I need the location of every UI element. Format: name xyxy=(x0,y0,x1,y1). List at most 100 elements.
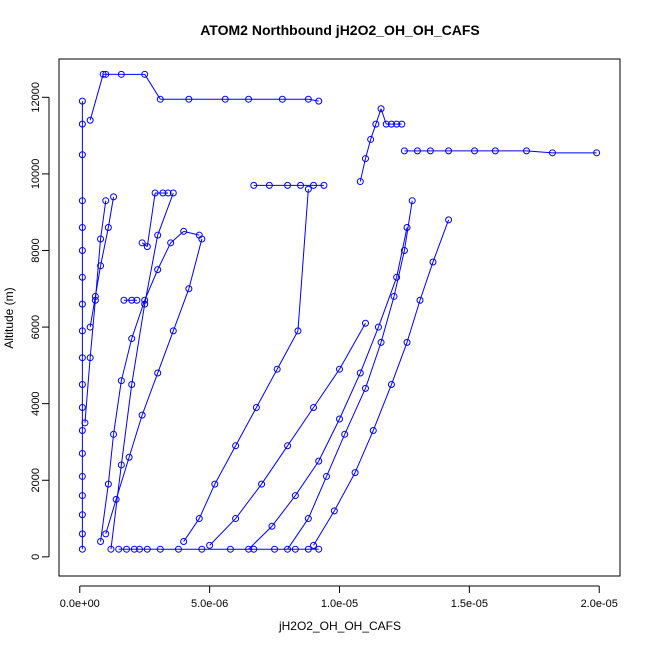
data-point xyxy=(393,273,401,281)
x-tick-label: 1.5e-05 xyxy=(451,598,488,610)
data-point xyxy=(156,95,164,103)
data-point xyxy=(78,246,86,254)
series-line-segment xyxy=(359,326,379,374)
data-point xyxy=(81,419,89,427)
series-group xyxy=(400,147,601,157)
data-point xyxy=(91,296,99,304)
data-point xyxy=(336,365,343,373)
data-point xyxy=(245,95,253,103)
data-point xyxy=(78,545,86,553)
data-point xyxy=(154,369,162,377)
data-point xyxy=(523,147,530,155)
data-point xyxy=(400,147,408,155)
data-point xyxy=(387,381,395,389)
data-point xyxy=(372,120,380,128)
series-group xyxy=(250,181,328,189)
series-line-segment xyxy=(89,296,96,328)
data-point xyxy=(198,545,206,553)
data-point xyxy=(198,235,206,243)
data-point xyxy=(310,403,318,411)
data-point xyxy=(297,181,305,189)
series-line-segment xyxy=(157,242,172,270)
data-point xyxy=(78,327,86,335)
data-point xyxy=(117,70,125,78)
series-line-segment xyxy=(403,200,413,251)
data-point xyxy=(445,147,453,155)
series-group xyxy=(86,193,118,331)
series-line-segment xyxy=(344,388,366,435)
data-point xyxy=(159,189,167,197)
series-group xyxy=(115,545,323,553)
data-point xyxy=(250,181,258,189)
data-point xyxy=(390,292,398,300)
data-point xyxy=(315,545,323,553)
series-line-segment xyxy=(183,518,200,542)
data-point xyxy=(356,178,364,186)
data-point xyxy=(164,189,172,197)
series-line-segment xyxy=(406,300,421,343)
data-point xyxy=(117,461,125,469)
y-axis-label: Altitude (m) xyxy=(2,287,16,348)
x-axis-label: jH2O2_OH_OH_CAFS xyxy=(278,619,401,633)
series-line-segment xyxy=(131,304,146,385)
x-tick-label: 5.0e-06 xyxy=(191,598,228,610)
data-point xyxy=(78,426,86,434)
data-point xyxy=(387,120,395,128)
series-line-segment xyxy=(110,464,122,550)
data-point xyxy=(120,296,128,304)
data-point xyxy=(128,381,136,389)
data-point xyxy=(382,120,390,128)
data-point xyxy=(115,545,123,553)
y-axis: 0 2000 4000 6000 8000 10000 12000 xyxy=(30,82,50,560)
data-point xyxy=(86,116,94,124)
series-line-segment xyxy=(339,372,361,420)
series-line-segment xyxy=(380,296,395,343)
data-point xyxy=(86,354,94,362)
series-line-segment xyxy=(198,483,216,519)
series-line-segment xyxy=(419,261,434,301)
data-point xyxy=(268,522,276,530)
series-group xyxy=(206,319,369,549)
series-line-segment xyxy=(144,74,161,100)
data-point xyxy=(291,545,299,553)
data-point xyxy=(174,545,182,553)
data-point xyxy=(117,377,125,385)
series-line-segment xyxy=(146,192,156,247)
x-tick-label: 0.0e+00 xyxy=(60,598,100,610)
data-point xyxy=(250,545,258,553)
data-point xyxy=(304,185,312,193)
data-point xyxy=(78,273,86,281)
data-point xyxy=(78,381,86,389)
data-point xyxy=(226,545,234,553)
series-line-segment xyxy=(271,495,296,527)
series-line-segment xyxy=(89,300,96,358)
data-point xyxy=(78,530,86,538)
data-point xyxy=(78,151,86,159)
data-point xyxy=(323,472,331,480)
data-point xyxy=(104,480,112,488)
data-point xyxy=(107,545,115,553)
data-point xyxy=(78,472,86,480)
data-point xyxy=(78,197,86,205)
data-point xyxy=(141,70,149,78)
data-point xyxy=(413,147,421,155)
y-tick-label: 10000 xyxy=(30,159,42,190)
data-point xyxy=(315,457,323,465)
data-point xyxy=(78,224,86,232)
series-group xyxy=(245,224,411,553)
series-group xyxy=(310,216,453,549)
x-axis: 0.0e+00 5.0e-06 1.0e-05 1.5e-05 2.0e-05 xyxy=(60,585,618,610)
series-line-segment xyxy=(157,330,174,374)
y-tick-label: 2000 xyxy=(30,468,42,492)
data-point xyxy=(110,193,118,201)
series-line-segment xyxy=(235,483,262,519)
series-line-segment xyxy=(100,227,109,266)
data-point xyxy=(310,541,318,549)
data-point xyxy=(284,545,292,553)
data-point xyxy=(548,149,556,157)
data-point xyxy=(426,147,434,155)
series-line-segment xyxy=(390,342,408,385)
y-tick-label: 6000 xyxy=(30,315,42,339)
data-point xyxy=(180,538,188,546)
data-point xyxy=(429,258,437,266)
